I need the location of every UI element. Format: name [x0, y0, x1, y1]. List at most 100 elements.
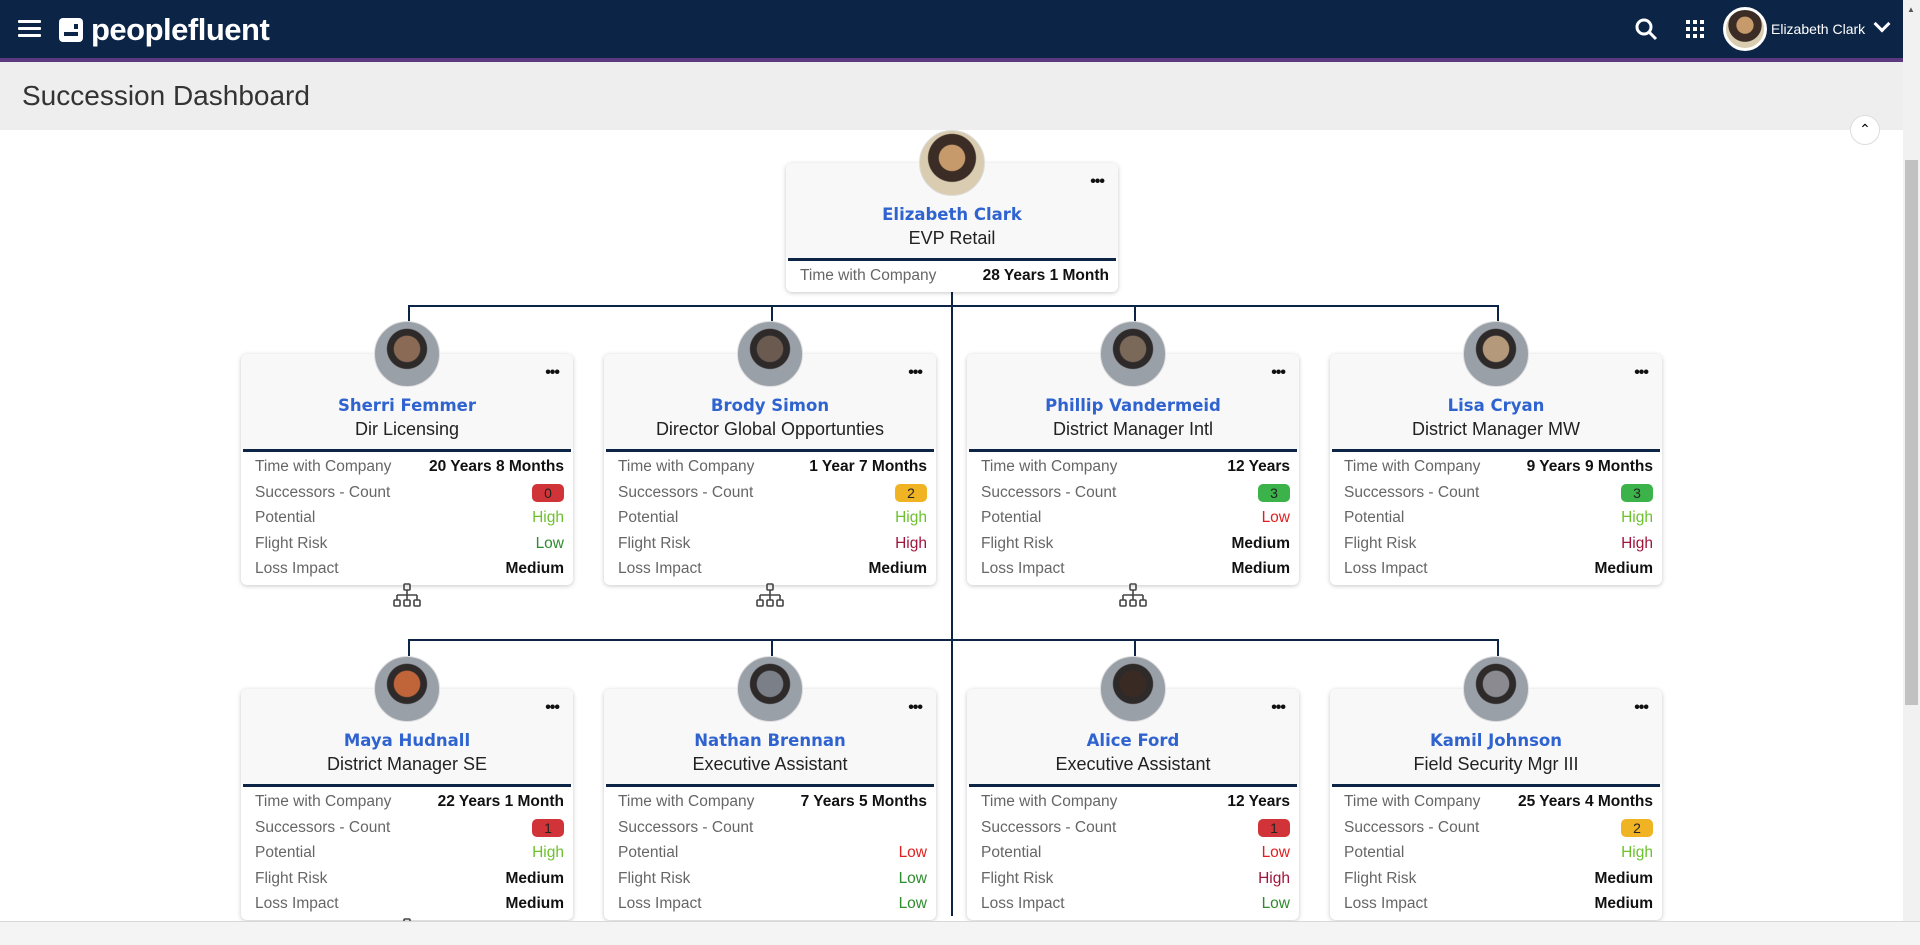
- more-options-icon[interactable]: •••: [1634, 364, 1649, 381]
- top-nav-bar: peoplefluent Elizabeth Clark: [0, 0, 1903, 58]
- value-loss: Medium: [1594, 895, 1653, 912]
- menu-icon[interactable]: [18, 20, 41, 38]
- value-time: 20 Years 8 Months: [429, 458, 564, 475]
- row-flight: Flight Risk High: [1330, 531, 1662, 557]
- employee-avatar[interactable]: [737, 656, 803, 722]
- employee-role: Executive Assistant: [1055, 754, 1211, 774]
- employee-card: Kamil Johnson Field Security Mgr III Time…: [1330, 656, 1662, 920]
- row-successors: Successors - Count 1: [241, 815, 573, 841]
- employee-avatar[interactable]: [1100, 321, 1166, 387]
- row-successors: Successors - Count 1: [967, 815, 1299, 841]
- scroll-up-arrow-icon[interactable]: ▲: [1907, 5, 1915, 14]
- value-potential: Low: [898, 844, 927, 861]
- scrollbar-thumb[interactable]: [1905, 160, 1918, 705]
- row-time: Time with Company 25 Years 4 Months: [1330, 789, 1662, 815]
- horizontal-scrollbar[interactable]: [0, 921, 1920, 945]
- employee-avatar[interactable]: [737, 321, 803, 387]
- employee-avatar[interactable]: [1463, 321, 1529, 387]
- row-potential: Potential High: [1330, 505, 1662, 531]
- search-icon[interactable]: [1634, 17, 1658, 41]
- label: Successors - Count: [1344, 818, 1480, 836]
- employee-role: District Manager Intl: [1052, 419, 1214, 439]
- label: Time with Company: [255, 458, 392, 475]
- user-name[interactable]: Elizabeth Clark: [1771, 21, 1866, 37]
- connector-line: [771, 305, 773, 325]
- value-flight: Low: [535, 534, 564, 552]
- org-chart-expand-icon[interactable]: [393, 583, 421, 609]
- employee-name-link[interactable]: Nathan Brennan: [694, 731, 846, 750]
- value-flight: High: [1621, 534, 1653, 552]
- collapse-chevron-up-icon[interactable]: ⌃: [1850, 115, 1880, 145]
- successors-count-badge[interactable]: 2: [895, 483, 927, 502]
- card-header: Lisa Cryan District Manager MW: [1330, 354, 1662, 449]
- employee-name-link[interactable]: Sherri Femmer: [337, 396, 476, 415]
- value-time: 7 Years 5 Months: [800, 793, 927, 810]
- more-options-icon[interactable]: •••: [908, 699, 923, 716]
- successors-count-badge[interactable]: 3: [1621, 483, 1653, 502]
- employee-avatar[interactable]: [374, 656, 440, 722]
- label: Flight Risk: [981, 869, 1054, 887]
- employee-name-link[interactable]: Maya Hudnall: [343, 731, 471, 750]
- more-options-icon[interactable]: •••: [1634, 699, 1649, 716]
- label: Potential: [1344, 844, 1405, 861]
- row-time: Time with Company 20 Years 8 Months: [241, 454, 573, 480]
- label: Potential: [255, 844, 316, 861]
- employee-role: District Manager SE: [326, 754, 488, 774]
- successors-count-badge[interactable]: 2: [1621, 818, 1653, 837]
- more-options-icon[interactable]: •••: [1271, 364, 1286, 381]
- employee-name-link[interactable]: Lisa Cryan: [1447, 396, 1545, 415]
- value-loss: Medium: [505, 560, 564, 577]
- label: Successors - Count: [981, 483, 1117, 501]
- row-flight: Flight Risk Medium: [241, 866, 573, 892]
- more-options-icon[interactable]: •••: [545, 699, 560, 716]
- more-options-icon[interactable]: •••: [1090, 173, 1105, 190]
- employee-avatar[interactable]: [1463, 656, 1529, 722]
- successors-count-badge[interactable]: 1: [1258, 818, 1290, 837]
- org-chart-expand-icon[interactable]: [756, 583, 784, 609]
- employee-avatar[interactable]: [374, 321, 440, 387]
- label: Successors - Count: [255, 483, 391, 501]
- employee-name-link[interactable]: Alice Ford: [1086, 731, 1180, 750]
- row-successors: Successors - Count 3: [967, 480, 1299, 506]
- user-avatar[interactable]: [1723, 7, 1767, 51]
- brand-logo[interactable]: peoplefluent: [59, 12, 270, 48]
- label: Time with Company: [618, 458, 755, 475]
- employee-avatar[interactable]: [1100, 656, 1166, 722]
- value-time: 25 Years 4 Months: [1518, 793, 1653, 810]
- apps-grid-icon[interactable]: [1686, 20, 1704, 38]
- label: Successors - Count: [981, 818, 1117, 836]
- row-flight: Flight Risk Medium: [1330, 866, 1662, 892]
- employee-name-link[interactable]: Brody Simon: [710, 396, 830, 415]
- more-options-icon[interactable]: •••: [545, 364, 560, 381]
- row-time: Time with Company 1 Year 7 Months: [604, 454, 936, 480]
- employee-avatar[interactable]: [919, 130, 985, 196]
- successors-count-badge[interactable]: 0: [532, 483, 564, 502]
- successors-count-badge[interactable]: 3: [1258, 483, 1290, 502]
- value-time: 28 Years 1 Month: [982, 267, 1109, 284]
- vertical-scrollbar[interactable]: ▲: [1903, 0, 1920, 921]
- row-flight: Flight Risk Low: [604, 866, 936, 892]
- row-potential: Potential High: [241, 840, 573, 866]
- employee-name-link[interactable]: Elizabeth Clark: [882, 205, 1022, 224]
- label: Potential: [1344, 509, 1405, 526]
- value-time: 1 Year 7 Months: [809, 458, 927, 475]
- chevron-down-icon[interactable]: [1873, 15, 1891, 33]
- employee-card: Nathan Brennan Executive Assistant Time w…: [604, 656, 936, 920]
- employee-card: Phillip Vandermeid District Manager Intl …: [967, 321, 1299, 585]
- page-title: Succession Dashboard: [22, 80, 310, 111]
- label: Potential: [618, 509, 679, 526]
- label: Potential: [981, 844, 1042, 861]
- connector-line: [408, 639, 410, 656]
- value-loss: Medium: [1594, 560, 1653, 577]
- more-options-icon[interactable]: •••: [1271, 699, 1286, 716]
- employee-role: Dir Licensing: [354, 419, 460, 439]
- label: Time with Company: [981, 793, 1118, 810]
- employee-name-link[interactable]: Phillip Vandermeid: [1045, 396, 1221, 415]
- more-options-icon[interactable]: •••: [908, 364, 923, 381]
- connector-line: [1497, 639, 1499, 656]
- successors-count-badge[interactable]: 1: [532, 818, 564, 837]
- value-flight: High: [895, 534, 927, 552]
- value-loss: Low: [898, 895, 927, 912]
- org-chart-expand-icon[interactable]: [1119, 583, 1147, 609]
- employee-name-link[interactable]: Kamil Johnson: [1429, 731, 1563, 750]
